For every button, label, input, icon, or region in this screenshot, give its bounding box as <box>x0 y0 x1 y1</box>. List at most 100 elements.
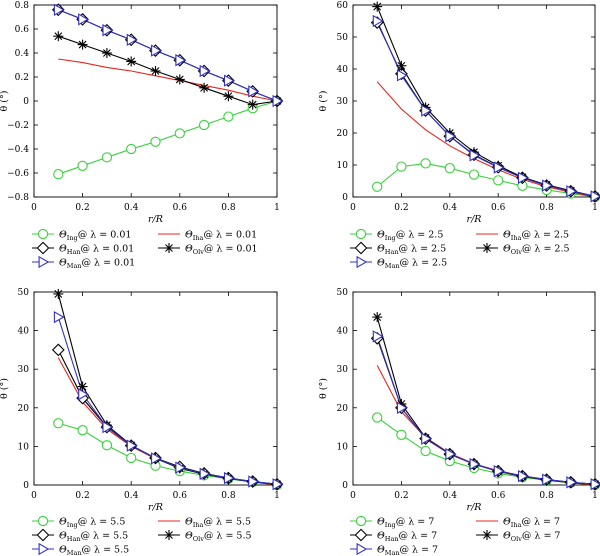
series-line-han <box>376 338 595 485</box>
data-point-olv <box>174 74 185 85</box>
legend-label: ΘIng@ λ = 0.01 <box>59 230 131 243</box>
data-point-ing <box>396 429 407 440</box>
data-point-olv <box>53 31 64 42</box>
data-point-ing <box>468 169 480 180</box>
data-point-olv <box>77 39 88 50</box>
data-point-man <box>223 471 235 485</box>
x-axis-label: r/R <box>148 214 163 225</box>
legend-item-man: ΘMan@ λ = 7 <box>350 542 438 556</box>
x-tick-label: 0.4 <box>443 491 458 501</box>
legend-item-han: ΘHan@ λ = 7 <box>350 528 437 543</box>
legend-item-ing: ΘIng@ λ = 2.5 <box>350 228 443 242</box>
data-point-man <box>566 185 578 198</box>
series-line-man <box>57 316 277 485</box>
data-point-man <box>469 458 481 471</box>
data-point-olv <box>150 66 161 76</box>
series-line-olv <box>376 6 595 197</box>
data-point-man <box>272 478 284 491</box>
x-tick-label: 0.6 <box>173 203 188 213</box>
legend-item-olv: ΘOlv@ λ = 5.5 <box>158 530 252 543</box>
y-tick-label: 0.6 <box>15 25 30 35</box>
data-point-man <box>151 44 162 57</box>
data-point-man <box>590 478 600 491</box>
plot-frame <box>33 291 278 486</box>
x-tick-label: 1 <box>592 491 598 501</box>
legend: ΘIng@ λ = 7 ΘIha@ λ = 7 ΘHan@ λ = 7 ΘOlv@ λ… <box>350 515 560 556</box>
legend-marker <box>482 530 492 540</box>
data-point-man <box>493 161 505 174</box>
data-point-man <box>78 388 89 401</box>
legend-marker <box>164 530 174 540</box>
x-tick-label: 0.4 <box>124 491 139 501</box>
legend-marker <box>164 243 174 253</box>
data-point-man <box>517 171 529 184</box>
x-axis-label: r/R <box>467 214 482 225</box>
legend-item-man: ΘMan@ λ = 2.5 <box>350 255 447 270</box>
data-point-man <box>78 13 89 26</box>
data-point-ing <box>444 163 455 174</box>
data-point-olv <box>372 1 383 12</box>
legend: ΘIng@ λ = 0.01 ΘIha@ λ = 0.01 ΘHan@ λ = 0.… <box>32 228 258 270</box>
legend-item-han: ΘHan@ λ = 2.5 <box>350 241 446 256</box>
data-point-olv <box>372 312 383 323</box>
series-line-han <box>376 22 595 197</box>
legend-marker <box>37 515 49 527</box>
plot-area <box>376 316 595 485</box>
data-point-man <box>151 452 162 465</box>
data-point-man <box>590 190 600 203</box>
legend-label: ΘOlv@ λ = 7 <box>503 531 560 544</box>
series-line-ing <box>58 100 277 175</box>
y-tick-label: 20 <box>337 129 349 139</box>
x-tick-label: 0.6 <box>173 491 188 501</box>
x-tick-label: 0.4 <box>443 203 458 213</box>
data-point-ing <box>101 440 113 451</box>
series-line-iha <box>376 365 595 485</box>
legend-label: ΘIng@ λ = 7 <box>377 517 434 530</box>
data-point-ing <box>150 136 161 147</box>
data-point-man <box>372 330 384 343</box>
y-tick-label: 0 <box>342 193 348 203</box>
y-tick-label: 0.8 <box>15 1 30 11</box>
legend-label: ΘIha@ λ = 7 <box>503 517 560 530</box>
data-point-ing <box>223 111 234 122</box>
data-point-ing <box>53 169 64 180</box>
y-tick-label: 30 <box>337 365 349 375</box>
data-point-man <box>53 310 65 324</box>
legend-label: ΘHan@ λ = 5.5 <box>59 531 128 544</box>
data-point-man <box>445 130 457 143</box>
data-point-ing <box>77 425 88 436</box>
legend-label: ΘIng@ λ = 5.5 <box>59 517 125 530</box>
y-tick-label: 0 <box>23 481 29 491</box>
series-line-iha <box>58 58 277 102</box>
x-tick-label: 0.8 <box>539 203 554 213</box>
x-tick-label: 0.4 <box>124 203 139 213</box>
y-tick-label: −0.8 <box>7 193 29 203</box>
data-point-man <box>126 33 138 46</box>
data-point-man <box>223 74 235 87</box>
data-point-man <box>175 54 187 67</box>
data-point-ing <box>372 181 383 192</box>
legend-marker <box>355 228 367 240</box>
legend-label: ΘMan@ λ = 5.5 <box>59 545 129 556</box>
x-tick-label: 0 <box>350 203 356 213</box>
legend-marker <box>37 228 49 240</box>
y-axis-label: θ (°) <box>0 378 10 399</box>
data-point-man <box>493 464 505 478</box>
legend-label: ΘMan@ λ = 7 <box>377 545 438 556</box>
y-tick-label: 50 <box>18 288 30 298</box>
x-tick-label: 1 <box>274 203 280 213</box>
legend-item-man: ΘMan@ λ = 5.5 <box>32 542 129 556</box>
series-line-man <box>376 20 595 197</box>
x-tick-label: 0.2 <box>75 491 89 501</box>
x-tick-label: 0.2 <box>394 203 408 213</box>
data-point-man <box>248 475 260 488</box>
series-line-olv <box>57 293 277 485</box>
data-point-ing <box>420 158 431 169</box>
data-point-olv <box>223 91 234 102</box>
legend-marker <box>38 255 50 269</box>
data-point-man <box>566 476 578 489</box>
